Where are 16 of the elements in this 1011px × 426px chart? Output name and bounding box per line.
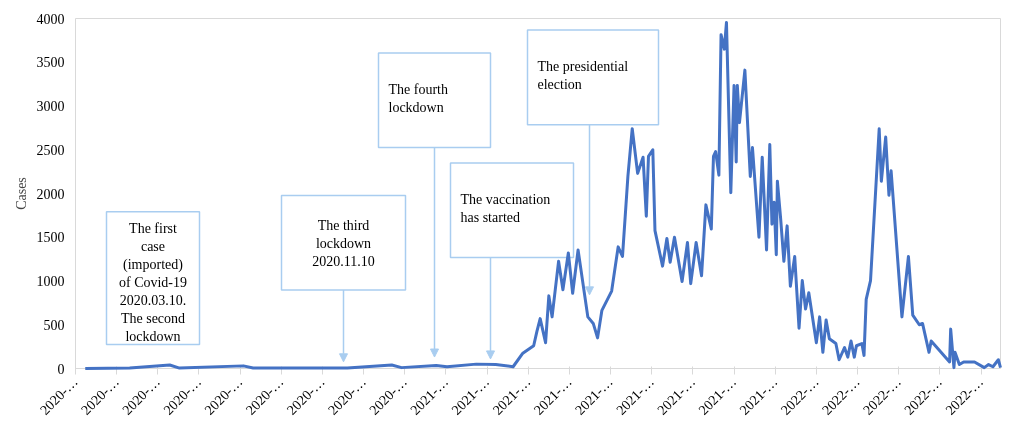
y-tick-label: 1500 — [36, 230, 65, 246]
y-tick-label: 3500 — [36, 55, 65, 71]
y-tick-label: 1000 — [36, 274, 65, 289]
line-series — [83, 20, 1002, 370]
annotation: The first case (imported) of Covid-19 2020.03.10. The second lockdown — [118, 221, 188, 345]
annotation: The fourth lockdown — [388, 81, 448, 115]
annotation: The third lockdown 2020.11.10 — [312, 218, 375, 270]
y-axis-title: Cases — [13, 177, 29, 210]
y-tick-label: 500 — [43, 317, 65, 333]
y-tick-label: 0 — [57, 361, 65, 377]
y-tick-label: 4000 — [36, 11, 65, 27]
y-tick-label: 3000 — [36, 99, 65, 114]
y-tick-label: 2500 — [36, 142, 65, 158]
annotation: The vaccination has started — [460, 191, 551, 225]
y-tick-label: 2000 — [36, 186, 65, 202]
annotation: The presidential election — [537, 58, 629, 92]
